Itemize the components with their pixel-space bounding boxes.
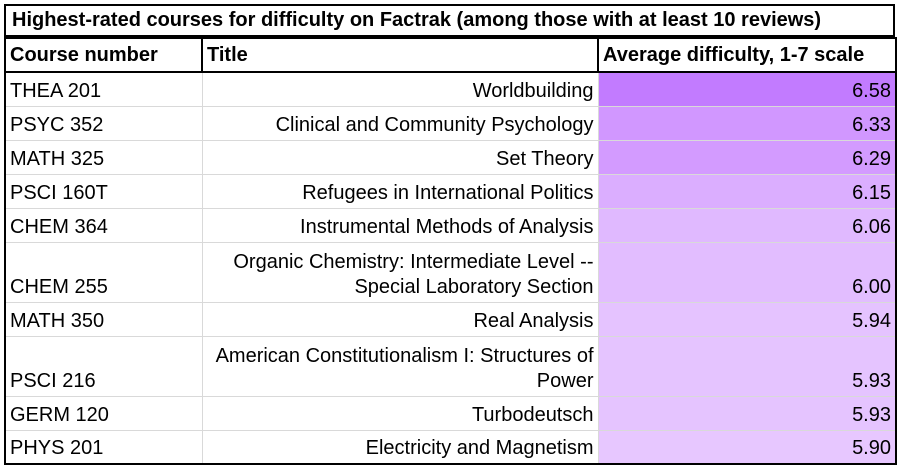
cell-course-number[interactable]: PSCI 216 xyxy=(4,336,203,397)
cell-difficulty[interactable]: 5.94 xyxy=(598,302,897,337)
header-row: Course number Title Average difficulty, … xyxy=(4,37,897,73)
cell-title[interactable]: Refugees in International Politics xyxy=(202,174,599,209)
cell-difficulty[interactable]: 5.90 xyxy=(598,430,897,465)
cell-title[interactable]: Turbodeutsch xyxy=(202,396,599,431)
cell-course-number[interactable]: PHYS 201 xyxy=(4,430,203,465)
table-row: MATH 350 Real Analysis 5.94 xyxy=(4,302,897,337)
cell-difficulty[interactable]: 5.93 xyxy=(598,336,897,397)
header-average-difficulty[interactable]: Average difficulty, 1-7 scale xyxy=(597,37,897,73)
table-row: MATH 325 Set Theory 6.29 xyxy=(4,140,897,175)
cell-difficulty[interactable]: 6.06 xyxy=(598,208,897,243)
table-row: PSCI 160T Refugees in International Poli… xyxy=(4,174,897,209)
header-title[interactable]: Title xyxy=(201,37,599,73)
cell-title[interactable]: Instrumental Methods of Analysis xyxy=(202,208,599,243)
table-row: THEA 201 Worldbuilding 6.58 xyxy=(4,72,897,107)
header-course-number[interactable]: Course number xyxy=(4,37,203,73)
cell-title[interactable]: Organic Chemistry: Intermediate Level --… xyxy=(202,242,599,303)
cell-course-number[interactable]: MATH 350 xyxy=(4,302,203,337)
cell-difficulty[interactable]: 6.15 xyxy=(598,174,897,209)
cell-course-number[interactable]: MATH 325 xyxy=(4,140,203,175)
table-row: PSCI 216 American Constitutionalism I: S… xyxy=(4,336,897,397)
cell-difficulty[interactable]: 6.00 xyxy=(598,242,897,303)
table-row: PSYC 352 Clinical and Community Psycholo… xyxy=(4,106,897,141)
cell-course-number[interactable]: THEA 201 xyxy=(4,72,203,107)
cell-title[interactable]: Real Analysis xyxy=(202,302,599,337)
cell-difficulty[interactable]: 6.58 xyxy=(598,72,897,107)
cell-title[interactable]: Set Theory xyxy=(202,140,599,175)
cell-title[interactable]: Worldbuilding xyxy=(202,72,599,107)
cell-difficulty[interactable]: 6.33 xyxy=(598,106,897,141)
cell-title[interactable]: Clinical and Community Psychology xyxy=(202,106,599,141)
cell-title[interactable]: American Constitutionalism I: Structures… xyxy=(202,336,599,397)
cell-course-number[interactable]: PSYC 352 xyxy=(4,106,203,141)
courses-table: Course number Title Average difficulty, … xyxy=(4,37,897,465)
table-title[interactable]: Highest-rated courses for difficulty on … xyxy=(4,4,895,37)
table-row: CHEM 364 Instrumental Methods of Analysi… xyxy=(4,208,897,243)
cell-course-number[interactable]: CHEM 364 xyxy=(4,208,203,243)
cell-difficulty[interactable]: 5.93 xyxy=(598,396,897,431)
table-row: CHEM 255 Organic Chemistry: Intermediate… xyxy=(4,242,897,303)
cell-difficulty[interactable]: 6.29 xyxy=(598,140,897,175)
cell-course-number[interactable]: PSCI 160T xyxy=(4,174,203,209)
cell-title[interactable]: Electricity and Magnetism xyxy=(202,430,599,465)
cell-course-number[interactable]: GERM 120 xyxy=(4,396,203,431)
cell-course-number[interactable]: CHEM 255 xyxy=(4,242,203,303)
table-row: PHYS 201 Electricity and Magnetism 5.90 xyxy=(4,430,897,465)
table-row: GERM 120 Turbodeutsch 5.93 xyxy=(4,396,897,431)
